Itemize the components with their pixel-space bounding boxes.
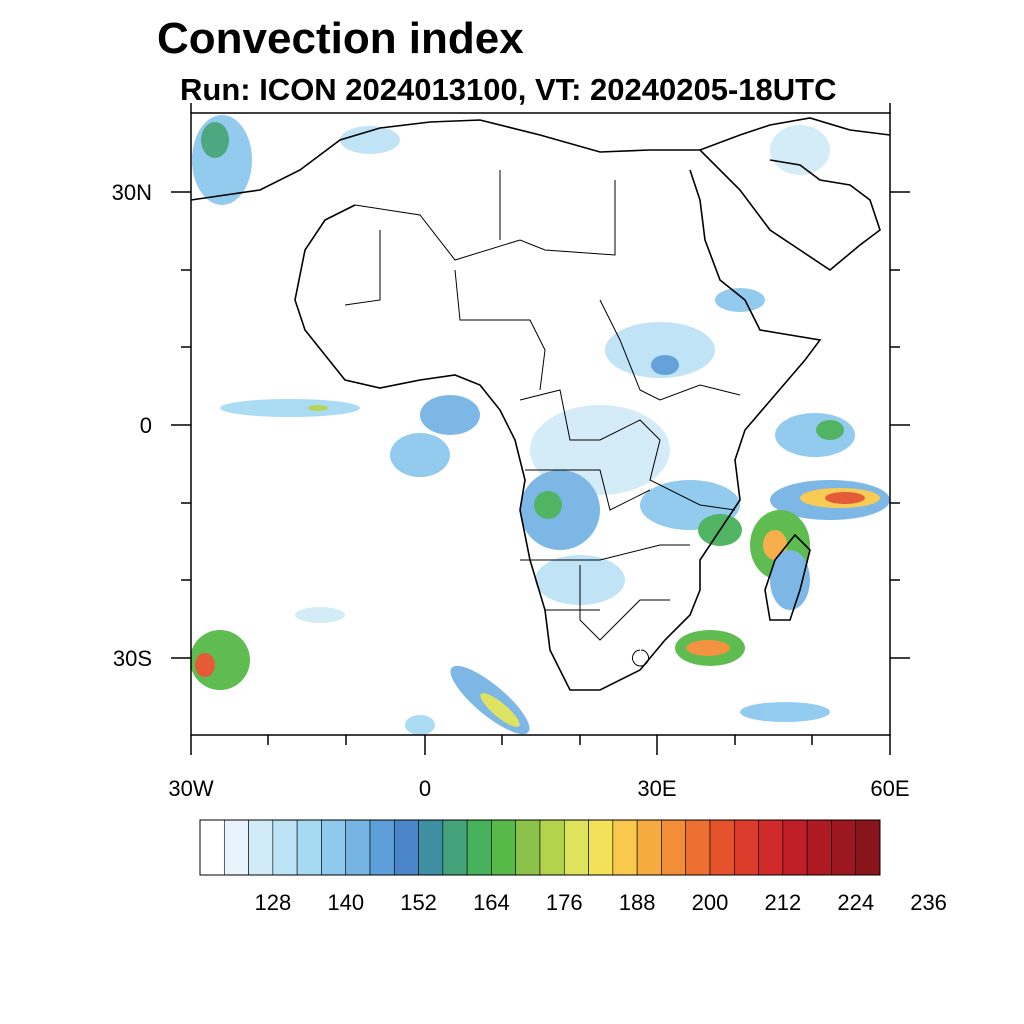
colorbar	[199, 819, 881, 876]
colorbar-label: 200	[691, 890, 729, 915]
colorbar-swatch	[418, 819, 444, 876]
colorbar-swatch	[636, 819, 662, 876]
colorbar-swatch	[296, 819, 322, 876]
lon-label-30e: 30E	[637, 776, 677, 801]
colorbar-swatch	[199, 819, 225, 876]
colorbar-label: 140	[327, 890, 365, 915]
colorbar-swatch	[588, 819, 614, 876]
colorbar-swatch	[782, 819, 808, 876]
country-borders	[344, 170, 741, 667]
colorbar-swatch	[393, 819, 419, 876]
colorbar-label: 128	[254, 890, 292, 915]
colorbar-swatch	[733, 819, 759, 876]
colorbar-swatch	[758, 819, 784, 876]
colorbar-label: 188	[618, 890, 656, 915]
colorbar-swatch	[515, 819, 541, 876]
lat-label-30s: 30S	[112, 646, 152, 671]
colorbar-swatch	[223, 819, 249, 876]
colorbar-label: 164	[473, 890, 510, 915]
chart-title: Convection index	[157, 14, 524, 63]
colorbar-label: 152	[400, 890, 437, 915]
colorbar-swatch	[855, 819, 881, 876]
lat-label-0: 0	[139, 413, 152, 438]
colorbar-label: 212	[764, 890, 802, 915]
colorbar-swatch	[491, 819, 517, 876]
colorbar-label: 176	[545, 890, 583, 915]
colorbar-swatch	[685, 819, 711, 876]
colorbar-swatch	[442, 819, 468, 876]
colorbar-swatch	[466, 819, 492, 876]
lon-label-0: 0	[418, 776, 432, 801]
colorbar-swatch	[612, 819, 638, 876]
map-frame	[190, 112, 891, 736]
colorbar-swatch	[709, 819, 735, 876]
lat-label-30n: 30N	[111, 180, 152, 205]
colorbar-swatch	[369, 819, 395, 876]
colorbar-outline	[199, 819, 881, 876]
axis-ticks	[171, 103, 910, 755]
colorbar-label: 236	[910, 890, 947, 915]
colorbar-swatch	[563, 819, 589, 876]
coastlines	[191, 117, 890, 691]
colorbar-label: 224	[837, 890, 875, 915]
colorbar-swatch	[248, 819, 274, 876]
chart-subtitle: Run: ICON 2024013100, VT: 20240205-18UTC	[180, 72, 837, 107]
colorbar-swatch	[345, 819, 371, 876]
map-area	[191, 115, 890, 735]
colorbar-swatch	[272, 819, 298, 876]
lon-label-30w: 30W	[168, 776, 214, 801]
lon-label-60e: 60E	[870, 776, 910, 801]
colorbar-swatch	[539, 819, 565, 876]
colorbar-swatch	[831, 819, 857, 876]
convection-shading	[191, 115, 890, 735]
colorbar-swatch	[661, 819, 687, 876]
colorbar-swatch	[806, 819, 832, 876]
colorbar-swatch	[321, 819, 347, 876]
